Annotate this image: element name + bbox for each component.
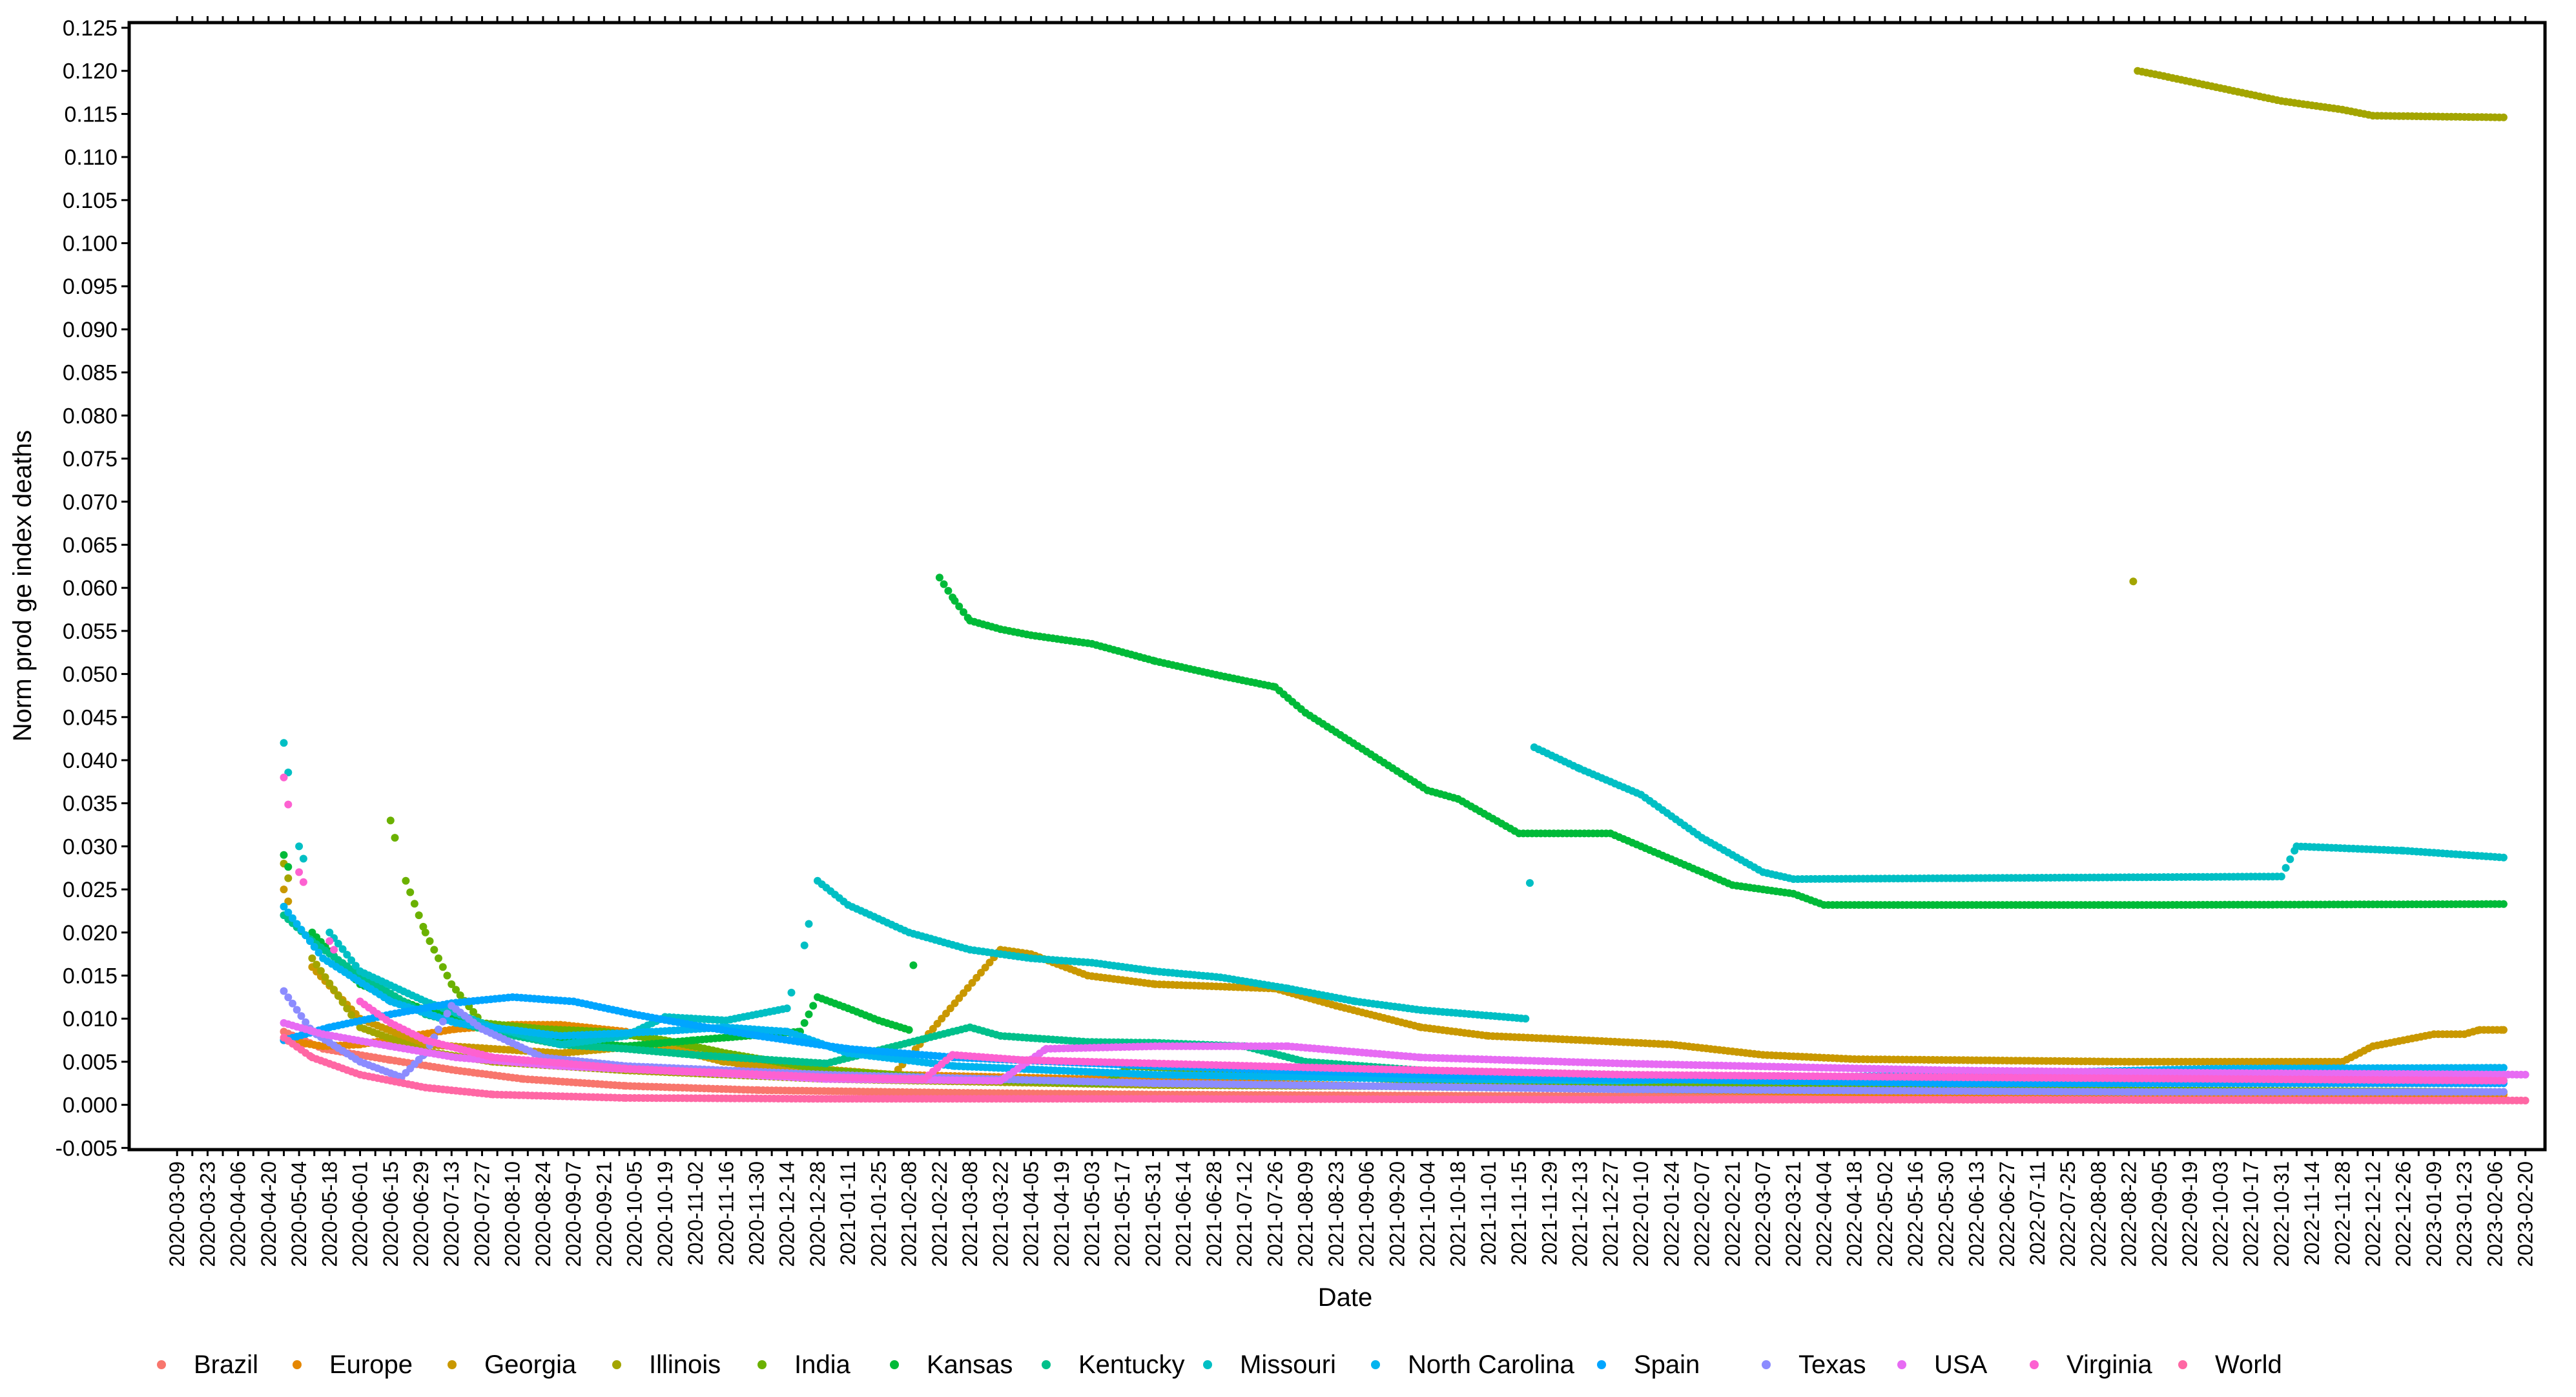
data-point xyxy=(1521,1015,1530,1023)
data-point xyxy=(438,963,447,971)
data-point xyxy=(343,1004,351,1013)
data-point xyxy=(338,998,347,1006)
data-point xyxy=(2499,1026,2508,1034)
data-point xyxy=(410,900,418,908)
data-point xyxy=(963,984,972,992)
data-point xyxy=(295,842,304,851)
data-point xyxy=(316,967,325,975)
data-point xyxy=(800,1019,809,1027)
data-point xyxy=(960,989,967,997)
data-point xyxy=(946,1004,954,1013)
data-point xyxy=(325,979,334,988)
data-point xyxy=(805,1010,813,1019)
data-point xyxy=(280,885,288,894)
data-point xyxy=(2499,113,2508,121)
data-point xyxy=(406,888,415,896)
data-point xyxy=(308,954,316,962)
data-point xyxy=(909,961,918,969)
data-point xyxy=(2129,577,2138,586)
data-point xyxy=(783,1004,791,1013)
data-point xyxy=(415,911,423,920)
chart-marks xyxy=(280,67,2530,1104)
series-illinois xyxy=(280,67,2508,1096)
data-point xyxy=(944,586,953,595)
data-point xyxy=(905,1026,913,1034)
data-point xyxy=(933,1020,942,1028)
data-point xyxy=(347,1011,356,1019)
data-point xyxy=(284,863,293,871)
data-point xyxy=(430,946,438,954)
data-point xyxy=(805,920,813,928)
data-point xyxy=(2499,853,2508,862)
data-point xyxy=(977,969,985,977)
data-point xyxy=(800,941,809,949)
data-point xyxy=(280,739,288,747)
data-point xyxy=(452,986,460,994)
data-point xyxy=(981,964,989,972)
data-point xyxy=(2499,1064,2508,1072)
series-missouri xyxy=(280,739,2508,1049)
data-point xyxy=(330,986,338,994)
data-point xyxy=(2282,864,2290,872)
data-point xyxy=(386,816,395,825)
data-point xyxy=(402,876,410,885)
data-point xyxy=(435,954,442,962)
data-point xyxy=(955,994,963,1002)
data-point xyxy=(968,978,976,987)
data-point xyxy=(787,988,796,997)
data-point xyxy=(935,574,943,582)
data-point xyxy=(456,991,464,999)
data-point xyxy=(299,854,307,863)
data-point xyxy=(426,937,434,946)
data-point xyxy=(448,980,456,988)
data-point xyxy=(321,973,329,981)
data-point xyxy=(929,1024,937,1033)
data-point xyxy=(938,1015,946,1023)
data-point xyxy=(942,1009,950,1018)
series-georgia xyxy=(280,885,2508,1079)
data-point xyxy=(284,897,293,905)
data-point xyxy=(809,1002,818,1010)
data-point xyxy=(2277,873,2285,881)
data-point xyxy=(2286,855,2294,864)
data-point xyxy=(284,874,293,882)
data-point xyxy=(2499,900,2508,908)
data-point xyxy=(973,973,981,982)
data-point xyxy=(391,834,399,842)
data-point xyxy=(1526,879,1534,887)
data-point xyxy=(421,928,429,937)
data-point xyxy=(443,971,451,980)
data-point xyxy=(469,1008,477,1016)
data-point xyxy=(985,958,994,967)
data-point xyxy=(280,851,288,859)
data-point xyxy=(951,999,959,1008)
data-point xyxy=(940,580,948,588)
data-point xyxy=(313,960,321,969)
series-kansas xyxy=(280,574,2508,1050)
data-point xyxy=(334,992,342,1000)
